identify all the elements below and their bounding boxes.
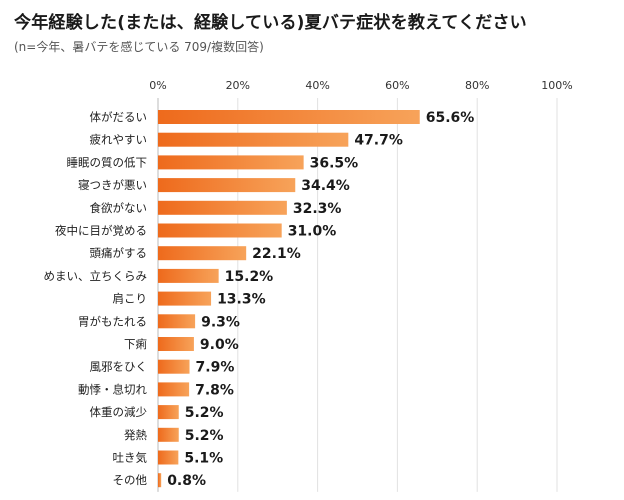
category-label: その他 bbox=[113, 473, 148, 487]
category-label: 頭痛がする bbox=[90, 246, 148, 260]
category-label: 風邪をひく bbox=[90, 360, 148, 374]
bar bbox=[158, 450, 179, 465]
value-label: 15.2% bbox=[225, 269, 274, 285]
x-tick-label: 80% bbox=[465, 79, 489, 92]
bar bbox=[158, 178, 296, 193]
value-label: 5.1% bbox=[184, 451, 223, 467]
category-label: 食欲がない bbox=[90, 201, 148, 215]
category-label: 睡眠の質の低下 bbox=[67, 155, 148, 169]
x-tick-label: 100% bbox=[541, 79, 572, 92]
chart-subtitle: (n=今年、暑バテを感じている 709/複数回答) bbox=[14, 40, 264, 54]
x-tick-label: 60% bbox=[385, 79, 409, 92]
chart-title: 今年経験した(または、経験している)夏バテ症状を教えてください bbox=[14, 13, 527, 33]
category-label: 疲れやすい bbox=[90, 133, 148, 147]
category-label: 肩こり bbox=[113, 292, 148, 306]
value-label: 36.5% bbox=[310, 155, 359, 171]
value-label: 13.3% bbox=[217, 292, 266, 308]
x-tick-label: 40% bbox=[305, 79, 329, 92]
category-label: 下痢 bbox=[124, 337, 147, 351]
bar bbox=[158, 268, 219, 283]
bar bbox=[158, 427, 179, 442]
value-label: 31.0% bbox=[288, 224, 337, 240]
bar bbox=[158, 382, 190, 397]
bar bbox=[158, 132, 349, 147]
value-label: 5.2% bbox=[185, 428, 224, 444]
bar bbox=[158, 314, 196, 329]
value-label: 9.0% bbox=[200, 337, 239, 353]
bar bbox=[158, 246, 247, 261]
value-label: 0.8% bbox=[167, 473, 206, 489]
category-label: 胃がもたれる bbox=[78, 314, 147, 328]
value-label: 22.1% bbox=[252, 246, 301, 262]
bar bbox=[158, 337, 194, 351]
value-label: 7.9% bbox=[196, 360, 235, 376]
category-label: 動悸・息切れ bbox=[78, 382, 147, 396]
category-label: 体重の減少 bbox=[90, 405, 148, 419]
category-label: 発熱 bbox=[124, 428, 147, 442]
value-label: 5.2% bbox=[185, 405, 224, 421]
value-label: 32.3% bbox=[293, 201, 342, 217]
value-label: 9.3% bbox=[201, 314, 240, 330]
value-label: 7.8% bbox=[195, 382, 234, 398]
category-label: 吐き気 bbox=[113, 451, 148, 465]
x-tick-label: 20% bbox=[226, 79, 250, 92]
bar bbox=[158, 200, 287, 215]
value-label: 65.6% bbox=[426, 110, 475, 126]
bar bbox=[158, 291, 212, 306]
bar bbox=[158, 359, 190, 374]
category-label: 夜中に目が覚める bbox=[55, 224, 147, 238]
bar bbox=[158, 473, 162, 488]
bar bbox=[158, 155, 304, 170]
bar bbox=[158, 110, 420, 124]
bar bbox=[158, 405, 179, 420]
category-label: 寝つきが悪い bbox=[78, 178, 147, 192]
bar bbox=[158, 223, 282, 238]
value-label: 47.7% bbox=[354, 133, 403, 149]
x-tick-label: 0% bbox=[149, 79, 166, 92]
value-label: 34.4% bbox=[301, 178, 350, 194]
category-label: めまい、立ちくらみ bbox=[44, 269, 148, 283]
category-label: 体がだるい bbox=[90, 110, 148, 124]
